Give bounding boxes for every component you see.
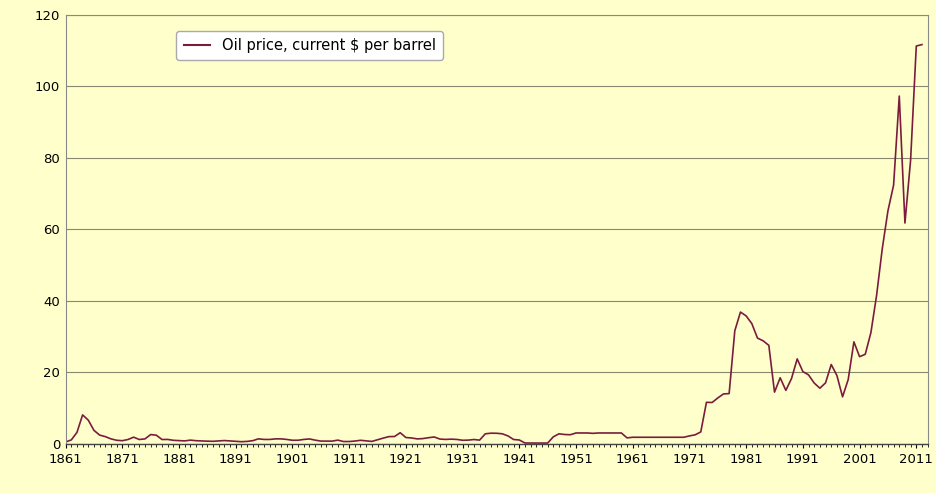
Legend: Oil price, current $ per barrel: Oil price, current $ per barrel [176, 31, 443, 60]
